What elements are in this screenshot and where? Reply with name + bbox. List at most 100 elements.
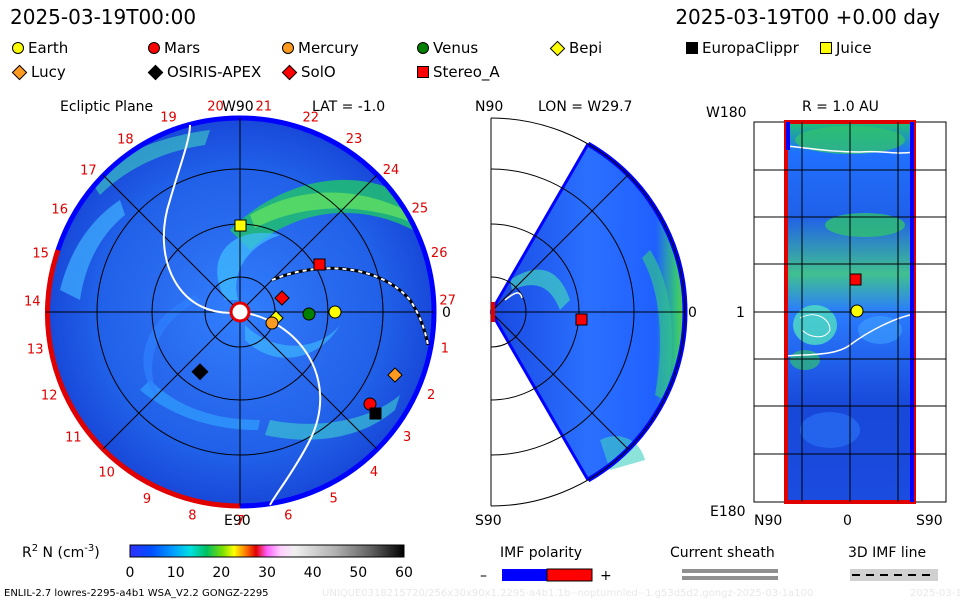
carrington-label-20: 20 — [207, 100, 224, 115]
carrington-label-13: 13 — [27, 343, 44, 358]
legend-item-europaclipper: EuropaClippr — [686, 39, 799, 57]
carrington-label-3: 3 — [403, 430, 411, 445]
meridional-bottom-label: S90 — [475, 513, 502, 529]
footer-run-id: UNIQUE0318215720/256x30x90x1.2295-a4b1.1… — [322, 588, 813, 599]
imf-minus-label: – — [480, 568, 487, 584]
carrington-label-25: 25 — [412, 202, 429, 217]
current-sheath-label: Current sheath — [670, 545, 775, 561]
carrington-label-14: 14 — [24, 294, 41, 309]
carrington-label-2: 2 — [427, 388, 435, 403]
mars-marker-icon — [148, 42, 160, 54]
colorbar-tick-20: 20 — [212, 565, 230, 581]
ecliptic-lat-label: LAT = -1.0 — [312, 99, 385, 115]
radial-map-panel: R = 1.0 AU W180 E180 1 N90 0 S90 — [706, 99, 947, 529]
solo-marker — [274, 290, 290, 306]
ecliptic-polarity-arc-blue-3 — [55, 126, 176, 251]
meridional-lon-label: LON = W29.7 — [538, 99, 632, 115]
mercury-marker — [265, 316, 279, 330]
carrington-label-7: 7 — [236, 514, 244, 529]
carrington-label-23: 23 — [346, 132, 363, 147]
radial-earth-marker — [850, 304, 864, 318]
footer-stamp: 2025-03-19 — [910, 588, 960, 599]
osiris-apex-marker — [191, 363, 209, 381]
carrington-label-18: 18 — [117, 132, 134, 147]
carrington-label-9: 9 — [143, 492, 151, 507]
radial-bottom-label: E180 — [710, 504, 746, 520]
europaclipper-marker — [369, 407, 382, 420]
radial-title: R = 1.0 AU — [802, 99, 879, 115]
carrington-label-27: 27 — [439, 294, 456, 309]
colorbar-tick-60: 60 — [395, 565, 413, 581]
ecliptic-top-label: W90 — [222, 99, 254, 115]
carrington-label-19: 19 — [160, 111, 177, 126]
radial-x-label-0: 0 — [843, 513, 852, 529]
ecliptic-polarity-arc-red-1 — [103, 449, 241, 509]
colorbar-tick-40: 40 — [304, 565, 322, 581]
colorbar-tick-0: 0 — [126, 565, 135, 581]
radial-grid — [754, 122, 946, 502]
imf-plus-label: + — [600, 568, 612, 584]
legend-item-lucy: Lucy — [11, 63, 66, 81]
meridional-top-label: N90 — [475, 99, 503, 115]
carrington-label-22: 22 — [303, 110, 320, 125]
carrington-label-26: 26 — [431, 246, 448, 261]
venus-marker — [302, 307, 316, 321]
ecliptic-bottom-label: E90 — [224, 513, 251, 529]
meridional-grid — [490, 117, 686, 507]
ecliptic-polarity-arc-blue-1 — [239, 115, 437, 313]
colorbar-tick-30: 30 — [258, 565, 276, 581]
carrington-label-5: 5 — [330, 492, 338, 507]
stereo-a-marker-icon — [417, 66, 429, 78]
europaclipper-marker-icon — [686, 42, 698, 54]
ecliptic-plane-panel: Ecliptic Plane W90 E90 LAT = -1.0 0 2712… — [24, 99, 456, 529]
legend-item-mercury: Mercury — [282, 39, 359, 57]
imf-legend: IMF polarity – + Current sheath 3D IMF l… — [480, 545, 938, 584]
current-sheath-swatch-2 — [682, 576, 778, 580]
carrington-label-4: 4 — [370, 465, 378, 480]
mercury-marker-icon — [282, 42, 294, 54]
legend-item-venus: Venus — [417, 39, 478, 57]
legend-item-solo: SolO — [281, 63, 336, 81]
imf-polarity-negative-swatch — [502, 569, 547, 581]
meridional-right-label: 0 — [688, 305, 697, 321]
carrington-label-11: 11 — [65, 431, 82, 446]
carrington-label-12: 12 — [41, 389, 58, 404]
carrington-label-1: 1 — [441, 342, 449, 357]
meridional-stereo-a-marker — [575, 313, 588, 326]
footer-model: ENLIL-2.7 lowres-2295-a4b1 WSA_V2.2 GONG… — [4, 588, 269, 599]
radial-stereo-a-marker — [849, 273, 862, 286]
carrington-label-6: 6 — [284, 508, 292, 523]
legend-item-stereo-a: Stereo_A — [417, 63, 500, 81]
imf-3d-line-label: 3D IMF line — [848, 545, 926, 561]
imf-polarity-positive-swatch — [546, 568, 593, 582]
legend-item-earth: Earth — [12, 39, 68, 57]
radial-top-label: W180 — [706, 105, 747, 121]
carrington-label-21: 21 — [256, 99, 273, 114]
timestamp: 2025-03-19T00:00 — [10, 5, 197, 29]
carrington-label-8: 8 — [188, 509, 196, 524]
colorbar-tick-10: 10 — [167, 565, 185, 581]
legend-item-bepi: Bepi — [549, 39, 602, 57]
carrington-label-16: 16 — [51, 202, 68, 217]
ecliptic-title: Ecliptic Plane — [60, 99, 153, 115]
imf-field-line-2 — [239, 311, 322, 506]
ecliptic-polarity-arc-red-2 — [45, 249, 107, 453]
stereo-a-marker — [313, 258, 326, 271]
ecliptic-right-label: 0 — [442, 305, 451, 321]
lucy-marker — [387, 367, 403, 383]
legend-item-mars: Mars — [148, 39, 200, 57]
venus-marker-icon — [417, 42, 429, 54]
carrington-label-15: 15 — [32, 247, 49, 262]
density-colorbar: R2 N (cm-3) 0 10 20 30 40 50 60 — [22, 543, 413, 581]
colorbar-label: R2 N (cm-3) — [22, 543, 100, 561]
imf-polarity-label: IMF polarity — [500, 545, 582, 561]
radial-mid-label: 1 — [736, 305, 745, 321]
legend-item-osiris-apex: OSIRIS-APEX — [147, 63, 261, 81]
imf-field-line-1 — [162, 124, 241, 314]
carrington-label-24: 24 — [383, 163, 400, 178]
colorbar-gradient — [129, 544, 405, 558]
earth-marker-icon — [12, 42, 24, 54]
legend-item-juice: Juice — [820, 39, 872, 57]
